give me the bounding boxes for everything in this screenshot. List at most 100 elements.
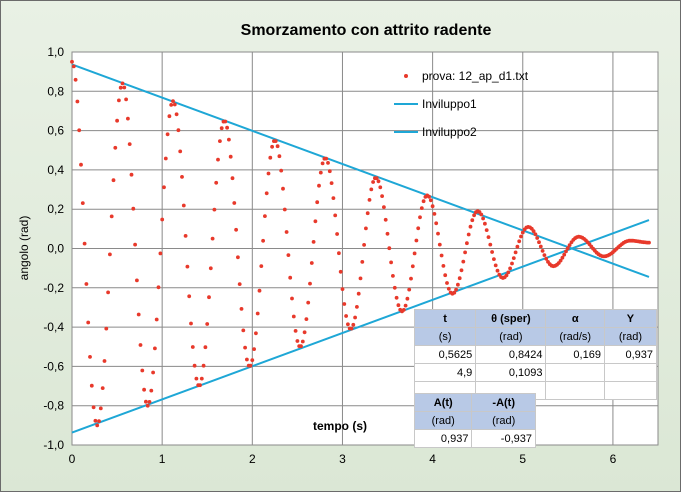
data-point [228,154,233,159]
table1-cell: 0,937 [603,345,658,364]
data-point [492,257,496,261]
data-point [470,218,475,223]
data-point [495,268,500,273]
data-point [519,234,523,239]
data-point [542,253,547,257]
data-point [180,175,184,179]
data-point [446,286,451,291]
x-tick-label: 1 [159,452,166,466]
table2-cell: -0,937 [471,429,536,448]
data-point [418,215,422,220]
data-point [427,194,431,199]
data-point [333,213,338,218]
data-point [537,240,541,245]
data-point [86,320,91,325]
data-point [461,259,466,264]
data-point [286,253,291,257]
data-point [403,303,408,308]
data-point [218,139,222,144]
data-point [430,204,435,209]
data-point [317,183,321,188]
data-point [127,142,132,147]
data-point [383,217,388,222]
data-point [315,200,320,205]
data-point [356,291,361,296]
table1-cell: 0,8424 [475,345,547,364]
data-point [277,154,282,159]
table1-unit-alpha: (rad/s) [545,327,605,346]
data-point [465,241,469,246]
y-tick-label: 0,6 [47,124,64,138]
data-point [567,243,572,248]
data-point [506,270,511,275]
data-point [326,161,330,165]
data-point [270,144,274,149]
data-point [255,311,260,316]
data-point [120,81,125,86]
data-point [508,266,512,271]
legend-label-inviluppo1: Inviluppo1 [422,97,477,111]
data-point [263,214,267,219]
data-point [299,344,303,349]
data-point [230,176,235,181]
data-point [151,370,156,375]
amplitude-table: A(t) -A(t) (rad) (rad) 0,937 -0,937 [413,393,536,448]
data-point [97,419,101,423]
data-point [252,347,256,351]
data-point [562,252,567,257]
data-point [306,300,311,305]
data-point [443,273,448,278]
table1-unit-t: (s) [413,327,477,346]
data-point [126,116,130,121]
data-point [434,221,439,226]
data-point [264,191,269,196]
data-point [392,285,397,290]
data-point [454,287,458,292]
data-point [259,264,264,268]
data-point [342,302,347,306]
data-point [463,250,467,255]
x-tick-label: 2 [249,452,256,466]
data-point [364,226,368,231]
y-tick-label: -0,8 [43,399,64,413]
data-point [459,268,464,273]
data-point [504,273,509,278]
data-point [71,64,76,69]
data-point [457,276,462,281]
data-point [409,276,413,281]
data-point [308,281,312,286]
data-point [329,181,334,186]
table2-header-neg-a: -A(t) [471,393,536,412]
data-point [194,376,199,381]
data-point [93,418,98,423]
envelope-line-inviluppo1 [71,63,650,278]
data-point [331,196,336,201]
data-point [210,236,215,241]
data-point [380,194,384,199]
legend-label-prova: prova: 12_ap_d1.txt [422,69,529,83]
data-point [517,239,522,244]
data-points [70,59,651,428]
y-tick-label: -0,6 [43,359,64,373]
data-point [98,406,103,411]
data-point [349,326,354,331]
table1-cell: 0,5625 [413,345,477,364]
table1-cell [603,381,658,400]
data-point [133,242,138,247]
table1-cell: 4,9 [413,363,477,382]
data-point [304,317,309,321]
data-point [208,266,213,271]
data-point [111,178,116,183]
data-point [162,185,166,190]
data-point [374,176,379,181]
data-point [77,128,82,133]
legend: prova: 12_ap_d1.txt Inviluppo1 Inviluppo… [394,69,529,139]
data-point [84,282,89,286]
data-point [436,231,440,236]
table1-cell [603,363,658,382]
data-point [129,172,134,177]
data-point [113,145,118,150]
data-point [371,180,375,184]
data-point [300,339,305,344]
